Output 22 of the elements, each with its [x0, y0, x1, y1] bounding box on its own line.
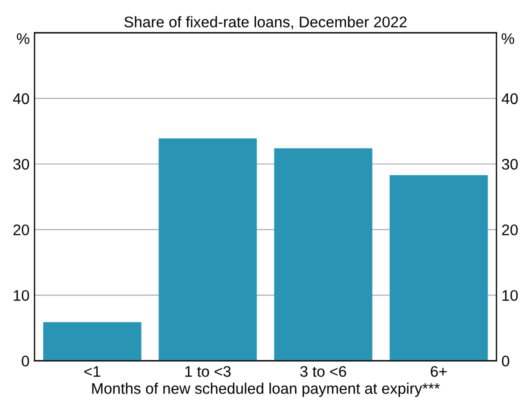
- y2-tick-label: 0: [502, 356, 510, 366]
- x-axis-title: Months of new scheduled loan payment at expiry***: [92, 382, 440, 397]
- y2-tick-label: 10: [502, 290, 518, 301]
- x-tick-label: 3 to <6: [300, 366, 346, 377]
- x-tick-label: 1 to <3: [185, 366, 231, 377]
- bar: [390, 175, 488, 361]
- y2-axis-title: %: [502, 33, 514, 44]
- y-tick-label: 40: [13, 93, 30, 104]
- bar: [43, 322, 142, 361]
- bar: [274, 148, 372, 361]
- x-tick-label: <1: [84, 366, 100, 377]
- y-tick-label: 30: [13, 158, 30, 170]
- y-tick-label: 20: [13, 224, 30, 236]
- x-tick-label: 6+: [430, 366, 447, 377]
- y2-tick-label: 40: [502, 93, 518, 104]
- chart-title: Share of fixed-rate loans, December 2022: [124, 16, 407, 30]
- y2-tick-label: 20: [502, 224, 518, 236]
- y-tick-label: 10: [14, 290, 30, 301]
- y-axis-title: %: [16, 33, 30, 44]
- y-tick-label: 0: [22, 356, 30, 366]
- bar: [158, 138, 257, 361]
- y2-tick-label: 30: [502, 158, 518, 170]
